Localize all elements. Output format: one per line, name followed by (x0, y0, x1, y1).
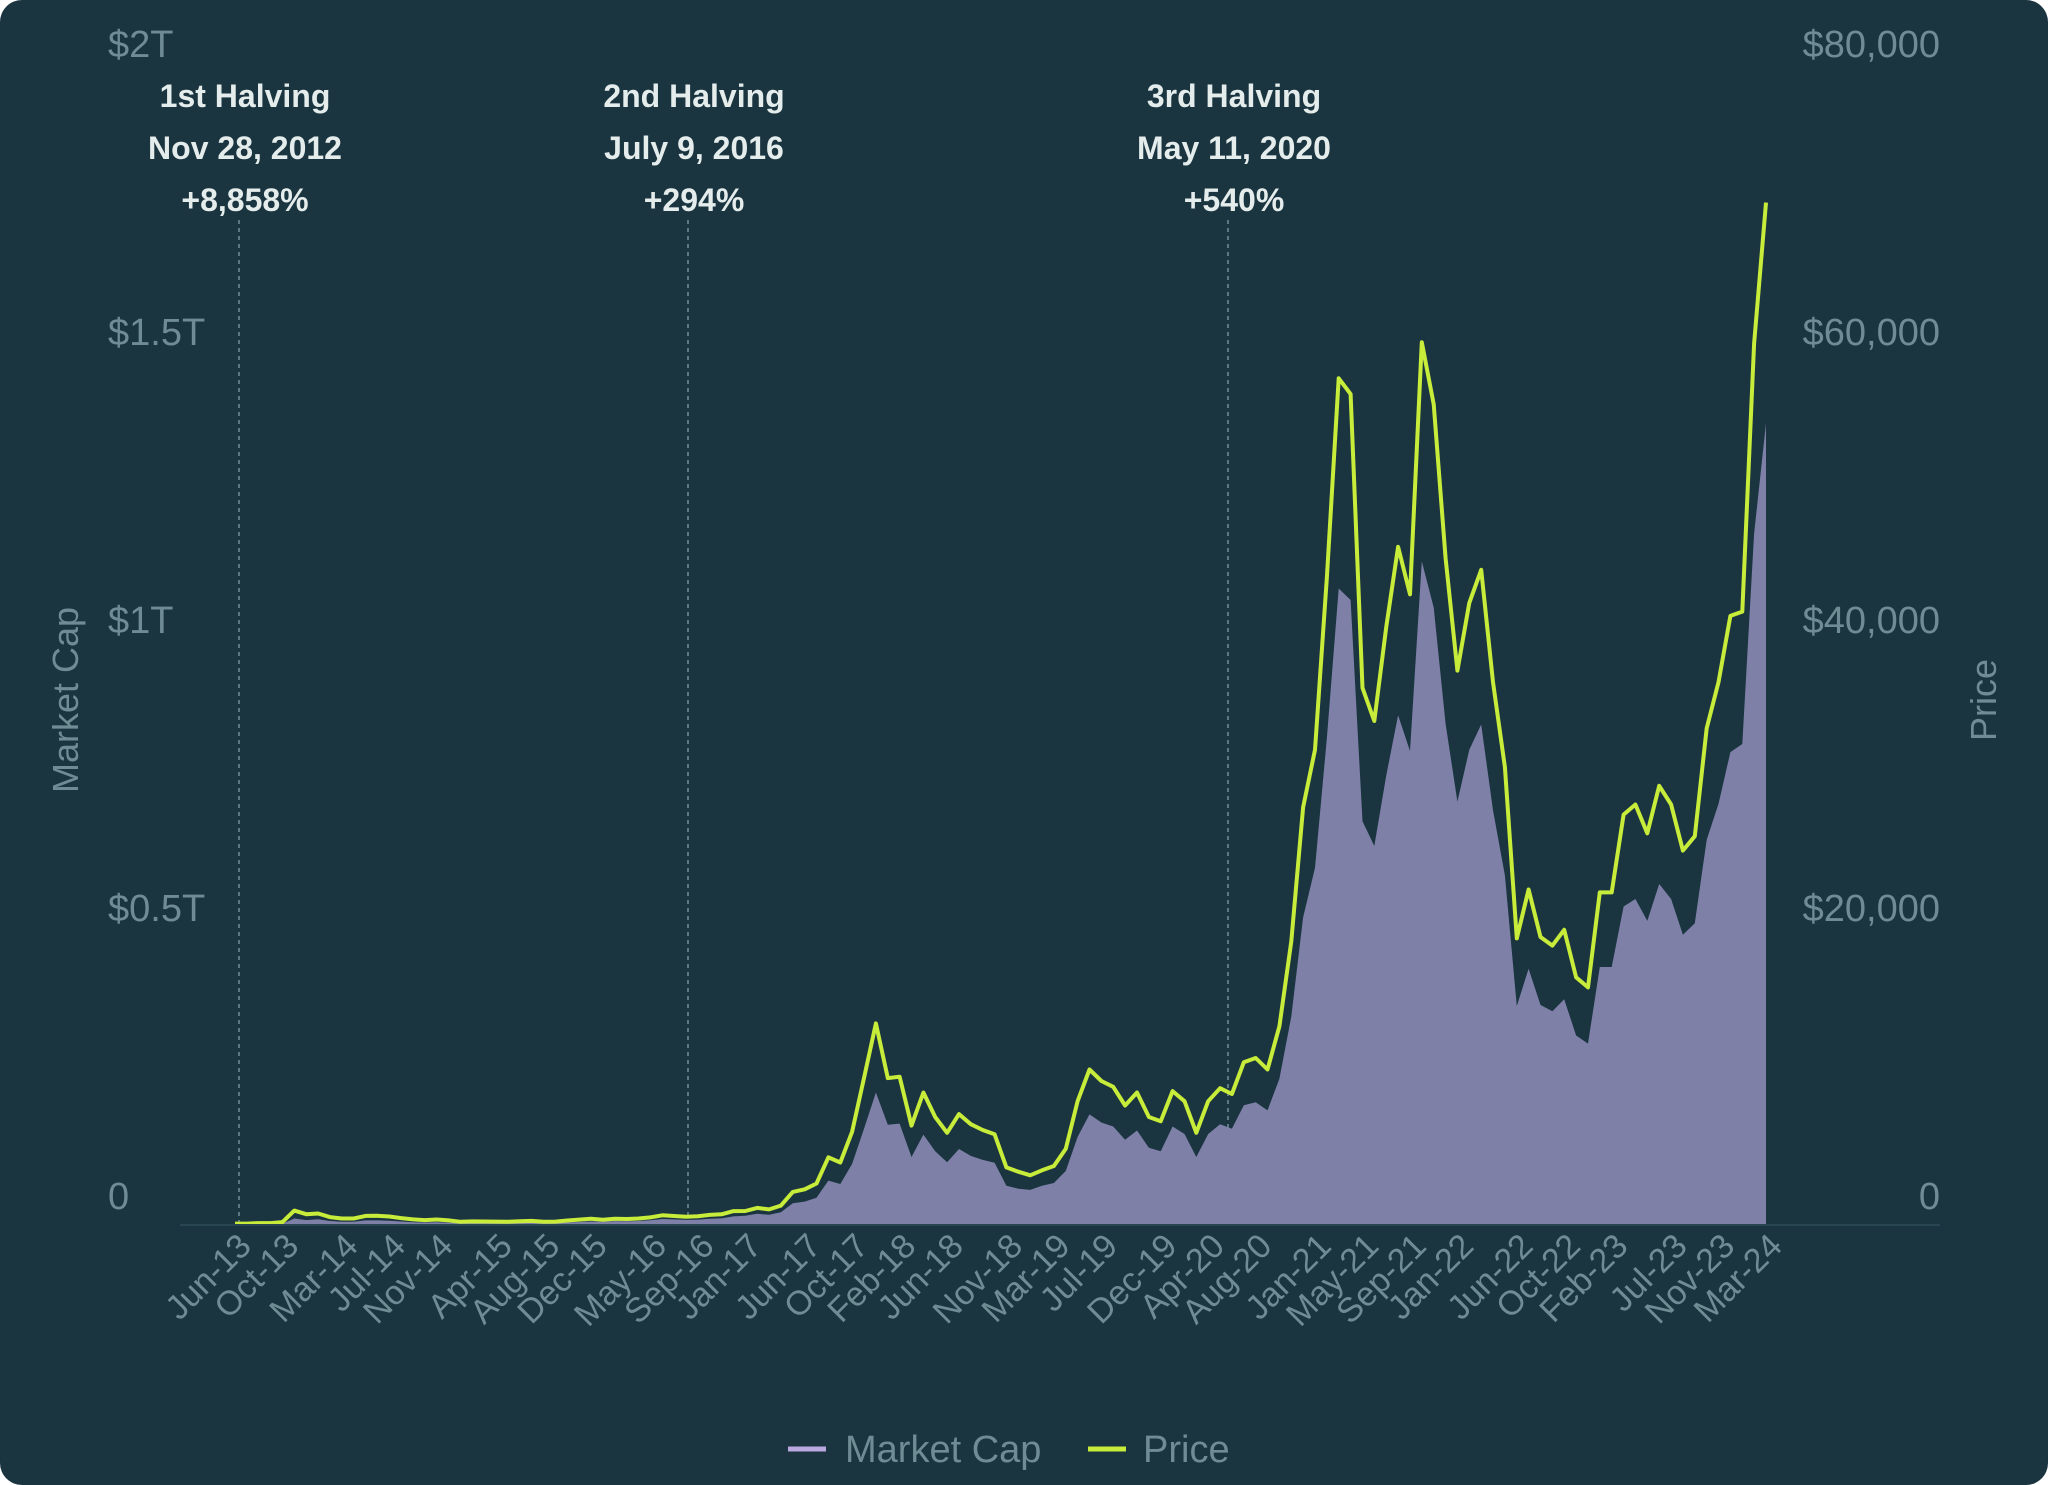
halving-title: 1st Halving (160, 78, 331, 114)
right-tick-label: $40,000 (1803, 600, 1940, 642)
legend-price-label[interactable]: Price (1143, 1429, 1230, 1471)
left-tick-label: 0 (108, 1176, 129, 1218)
halving-change: +8,858% (181, 182, 308, 218)
left-tick-label: $2T (108, 24, 173, 66)
legend-market-cap-label[interactable]: Market Cap (845, 1429, 1041, 1471)
halving-change: +294% (644, 182, 745, 218)
price-line (235, 202, 1768, 1226)
halving-title: 2nd Halving (603, 78, 784, 114)
market-cap-area (235, 423, 1766, 1225)
left-tick-label: $0.5T (108, 888, 205, 930)
right-axis-title: Price (1963, 659, 2004, 741)
halving-date: July 9, 2016 (604, 130, 784, 166)
halving-title: 3rd Halving (1147, 78, 1321, 114)
halving-date: May 11, 2020 (1137, 130, 1331, 166)
right-tick-label: $20,000 (1803, 888, 1940, 930)
left-axis-title: Market Cap (45, 607, 86, 793)
right-tick-label: $80,000 (1803, 24, 1940, 66)
right-tick-label: 0 (1919, 1176, 1940, 1218)
left-tick-label: $1.5T (108, 312, 205, 354)
halving-change: +540% (1184, 182, 1285, 218)
halving-date: Nov 28, 2012 (148, 130, 342, 166)
left-tick-label: $1T (108, 600, 173, 642)
legend: Market Cap Price (788, 1429, 1230, 1471)
right-tick-label: $60,000 (1803, 312, 1940, 354)
